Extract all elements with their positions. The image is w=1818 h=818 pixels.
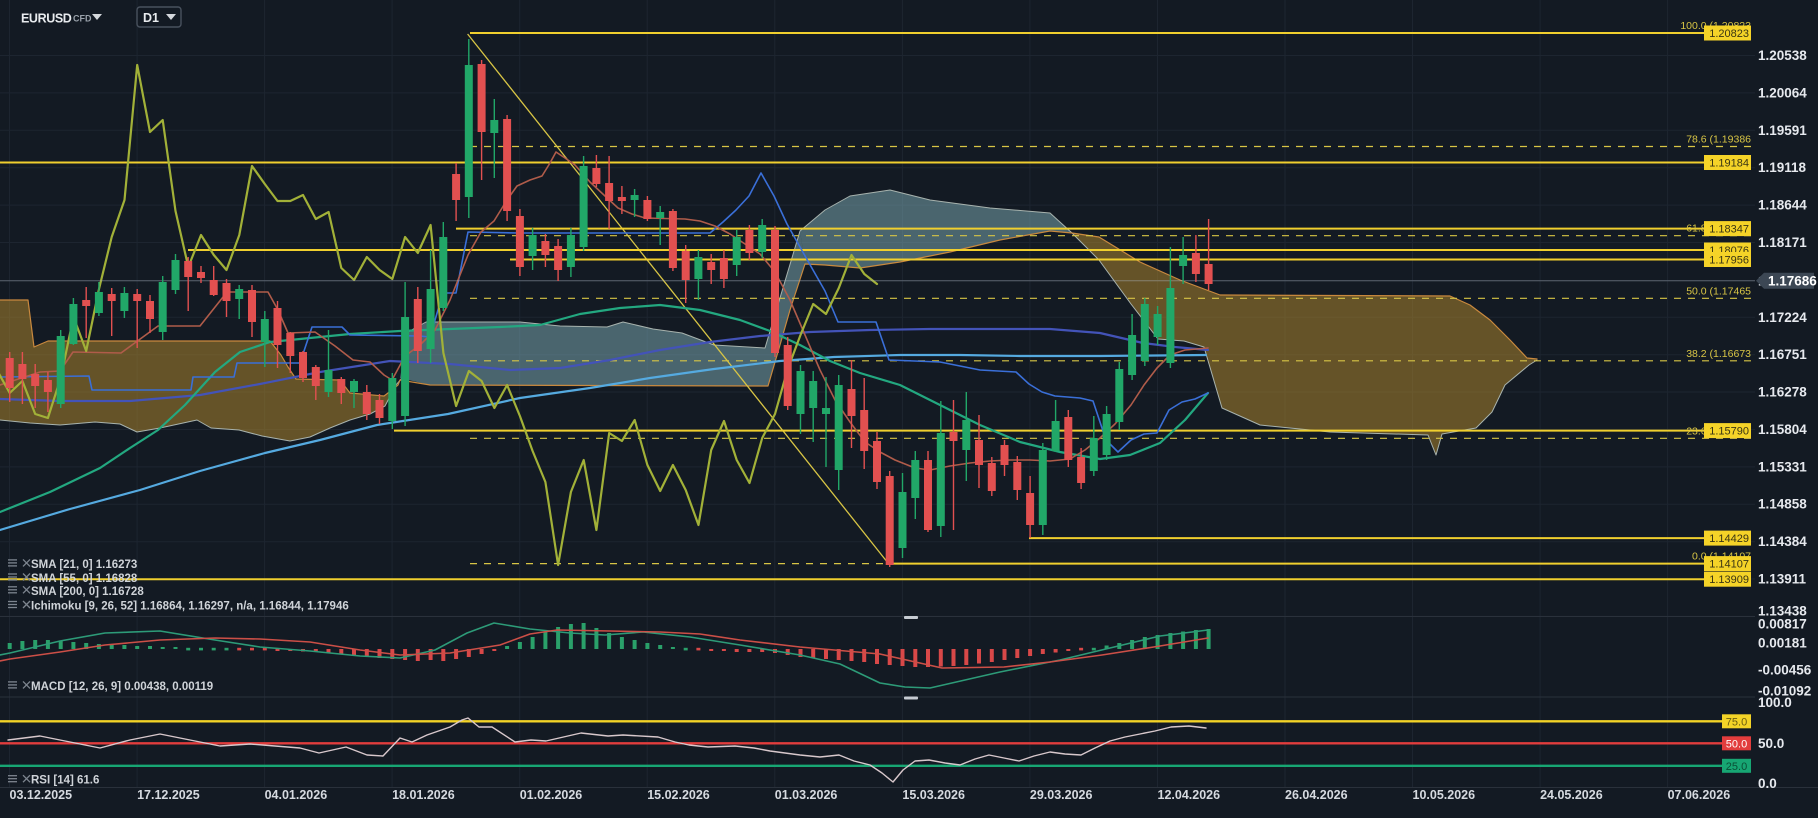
svg-text:1.20538: 1.20538 — [1758, 48, 1807, 63]
svg-text:17.12.2025: 17.12.2025 — [137, 788, 200, 802]
svg-text:50.0 (1.17465: 50.0 (1.17465 — [1686, 285, 1751, 297]
svg-text:RSI [14] 61.6: RSI [14] 61.6 — [31, 775, 99, 787]
svg-text:MACD [12, 26, 9] 0.00438, 0.00: MACD [12, 26, 9] 0.00438, 0.00119 — [31, 681, 213, 693]
svg-text:01.02.2026: 01.02.2026 — [520, 788, 583, 802]
svg-text:1.14858: 1.14858 — [1758, 497, 1807, 512]
svg-text:12.04.2026: 12.04.2026 — [1158, 788, 1221, 802]
svg-text:15.02.2026: 15.02.2026 — [647, 788, 710, 802]
svg-text:SMA [21, 0] 1.16273: SMA [21, 0] 1.16273 — [31, 559, 137, 571]
svg-text:1.15804: 1.15804 — [1758, 422, 1807, 437]
svg-text:1.20064: 1.20064 — [1758, 85, 1807, 100]
svg-text:1.20823: 1.20823 — [1709, 28, 1749, 40]
svg-text:75.0: 75.0 — [1726, 716, 1747, 728]
svg-text:1.13438: 1.13438 — [1758, 604, 1807, 619]
svg-text:100.0: 100.0 — [1758, 695, 1792, 710]
svg-text:1.15790: 1.15790 — [1709, 426, 1749, 438]
svg-text:1.14429: 1.14429 — [1709, 533, 1749, 545]
svg-text:1.17224: 1.17224 — [1758, 310, 1807, 325]
svg-text:1.19118: 1.19118 — [1758, 160, 1807, 175]
svg-text:1.14384: 1.14384 — [1758, 534, 1807, 549]
svg-text:1.14107: 1.14107 — [1709, 559, 1749, 571]
svg-text:1.16751: 1.16751 — [1758, 347, 1807, 362]
svg-text:D1: D1 — [143, 11, 159, 25]
svg-text:1.15331: 1.15331 — [1758, 459, 1807, 474]
svg-text:CFD: CFD — [73, 14, 92, 24]
svg-text:1.19184: 1.19184 — [1709, 158, 1749, 170]
svg-text:SMA [55, 0] 1.16828: SMA [55, 0] 1.16828 — [31, 573, 138, 585]
svg-text:0.0: 0.0 — [1758, 776, 1777, 791]
svg-text:50.0: 50.0 — [1758, 736, 1784, 751]
svg-text:Ichimoku [9, 26, 52] 1.16864,: Ichimoku [9, 26, 52] 1.16864, 1.16297, n… — [31, 601, 349, 613]
svg-text:-0.00456: -0.00456 — [1758, 663, 1812, 678]
svg-text:1.19591: 1.19591 — [1758, 123, 1807, 138]
svg-text:0.00817: 0.00817 — [1758, 617, 1807, 632]
svg-text:07.06.2026: 07.06.2026 — [1668, 788, 1731, 802]
svg-text:-0.01092: -0.01092 — [1758, 684, 1811, 699]
svg-text:25.0: 25.0 — [1726, 761, 1747, 773]
svg-text:1.18347: 1.18347 — [1709, 224, 1749, 236]
svg-text:1.17956: 1.17956 — [1709, 255, 1749, 267]
svg-text:78.6 (1.19386: 78.6 (1.19386 — [1686, 134, 1751, 146]
svg-text:1.13909: 1.13909 — [1709, 574, 1749, 586]
svg-text:18.01.2026: 18.01.2026 — [392, 788, 455, 802]
svg-text:10.05.2026: 10.05.2026 — [1413, 788, 1476, 802]
svg-text:1.13911: 1.13911 — [1758, 572, 1807, 587]
svg-text:1.18644: 1.18644 — [1758, 198, 1807, 213]
svg-text:50.0: 50.0 — [1726, 738, 1747, 750]
svg-text:0.00181: 0.00181 — [1758, 636, 1807, 651]
svg-text:SMA [200, 0] 1.16728: SMA [200, 0] 1.16728 — [31, 586, 144, 598]
svg-text:EURUSD: EURUSD — [21, 12, 72, 26]
svg-text:01.03.2026: 01.03.2026 — [775, 788, 838, 802]
svg-text:29.03.2026: 29.03.2026 — [1030, 788, 1093, 802]
svg-text:24.05.2026: 24.05.2026 — [1540, 788, 1603, 802]
svg-text:38.2 (1.16673: 38.2 (1.16673 — [1686, 348, 1751, 360]
svg-text:15.03.2026: 15.03.2026 — [902, 788, 965, 802]
svg-text:1.16278: 1.16278 — [1758, 385, 1807, 400]
svg-text:1.17686: 1.17686 — [1768, 273, 1817, 288]
svg-text:04.01.2026: 04.01.2026 — [265, 788, 328, 802]
svg-text:1.18171: 1.18171 — [1758, 235, 1807, 250]
svg-text:26.04.2026: 26.04.2026 — [1285, 788, 1348, 802]
svg-text:03.12.2025: 03.12.2025 — [10, 788, 73, 802]
